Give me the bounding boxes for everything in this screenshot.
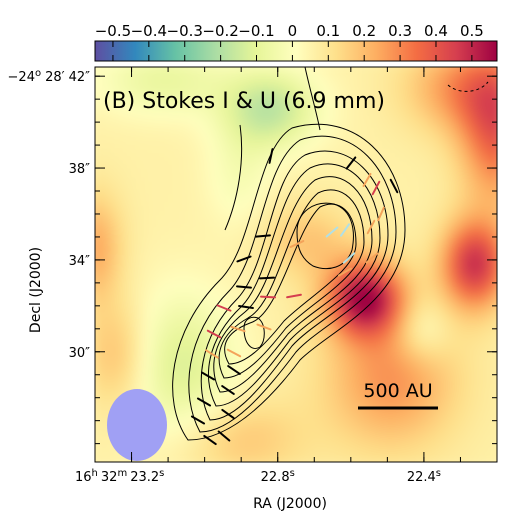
chart-title: (B) Stokes I & U (6.9 mm) — [103, 89, 385, 114]
colorbar-strip — [94, 40, 498, 62]
contour-level-1 — [172, 123, 406, 441]
colorbar-tick-label: −0.2 — [202, 22, 238, 40]
polarization-vector — [196, 397, 212, 407]
polarization-vector — [221, 408, 235, 420]
scale-bar: 500 AU — [358, 380, 438, 410]
extra-contours — [224, 67, 489, 231]
extra-contour — [304, 67, 321, 131]
heatmap — [95, 67, 497, 462]
polarization-vector — [325, 226, 339, 238]
polarization-vector — [366, 219, 376, 235]
polarization-vector — [339, 223, 351, 237]
polarization-vector — [236, 285, 252, 289]
polarization-vector — [206, 329, 222, 339]
x-tick-label: 22.8s — [261, 468, 295, 485]
y-tick-label: 38″ — [69, 162, 91, 177]
colorbar-tick-label: 0.4 — [424, 22, 448, 40]
polarization-vector — [203, 434, 217, 446]
polarization-vector — [205, 349, 219, 359]
polarization-vector — [255, 234, 271, 238]
polarization-vector — [260, 295, 276, 299]
plot-frame — [94, 66, 498, 463]
x-axis-label: RA (J2000) — [253, 496, 327, 512]
y-tick-label: 30″ — [69, 346, 91, 361]
contour-level-7 — [224, 203, 357, 365]
polarization-vector — [377, 206, 385, 222]
polarization-vector — [389, 178, 399, 194]
contour-level-8 — [296, 202, 354, 270]
polarization-vector — [200, 371, 216, 381]
y-tick-label: 34″ — [69, 254, 91, 269]
x-tick-label: 16h 32m 23.2s — [75, 468, 164, 485]
colorbar-tick-label: −0.3 — [167, 22, 203, 40]
polarization-vector — [342, 252, 356, 264]
contour-level-3 — [200, 150, 389, 421]
contour-level-6 — [218, 189, 365, 379]
contour-level-5 — [213, 176, 373, 393]
colorbar-tick-label: 0.3 — [388, 22, 412, 40]
x-axis: 16h 32m 23.2s 22.8s 22.4s — [75, 67, 461, 485]
colorbar-tick-label: 0.5 — [460, 22, 484, 40]
colorbar-tick-label: −0.1 — [238, 22, 274, 40]
scale-bar-label: 500 AU — [363, 380, 432, 402]
colorbar-tick-label: 0 — [288, 22, 298, 40]
polarization-vector — [337, 267, 353, 277]
polarization-vector — [268, 148, 274, 164]
polarization-vectors — [190, 148, 399, 446]
polarization-vector — [256, 323, 272, 331]
colorbar-tick-label: −0.4 — [131, 22, 167, 40]
colorbar-tick-marks — [112, 41, 473, 61]
colorbar-tick-label: 0.2 — [352, 22, 376, 40]
stokes-i-contours — [172, 123, 406, 441]
colorbar: −0.5 −0.4 −0.3 −0.2 −0.1 0 0.1 0.2 0.3 0.4 0.5 — [94, 22, 498, 62]
colorbar-tick-label: −0.5 — [95, 22, 131, 40]
stokes-u-image — [95, 67, 497, 462]
contour-level-4 — [208, 163, 381, 407]
polarization-vector — [230, 325, 246, 333]
polarization-vector — [227, 365, 241, 375]
beam-ellipse — [107, 389, 167, 461]
y-axis: 30″ 34″ 38″ −24o 28′ 42″ — [8, 68, 497, 445]
x-tick-label: 22.4s — [407, 468, 441, 485]
polarization-vector — [371, 180, 381, 196]
colorbar-tick-label: 0.1 — [316, 22, 340, 40]
polarization-vector — [286, 293, 302, 299]
polarization-vector — [238, 305, 254, 309]
polarization-vector — [362, 172, 372, 188]
polarization-vector — [221, 385, 235, 395]
polarization-vector — [216, 304, 232, 312]
contour-level-2 — [188, 135, 397, 433]
polarization-vector — [289, 240, 305, 248]
polarization-vector — [259, 276, 275, 280]
polarization-vector — [226, 348, 242, 358]
y-axis-label: Decl (J2000) — [28, 247, 44, 333]
polarization-vector — [345, 156, 357, 170]
colorbar-tick-labels: −0.5 −0.4 −0.3 −0.2 −0.1 0 0.1 0.2 0.3 0.4 0.5 — [95, 22, 484, 40]
polarization-vector — [236, 255, 252, 263]
polarization-vector — [217, 430, 231, 442]
contour-level-9 — [243, 316, 265, 349]
polarization-vector — [190, 415, 206, 425]
y-tick-label: −24o 28′ 42″ — [8, 68, 91, 85]
polarization-vector — [365, 252, 379, 264]
extra-contour — [224, 124, 243, 231]
